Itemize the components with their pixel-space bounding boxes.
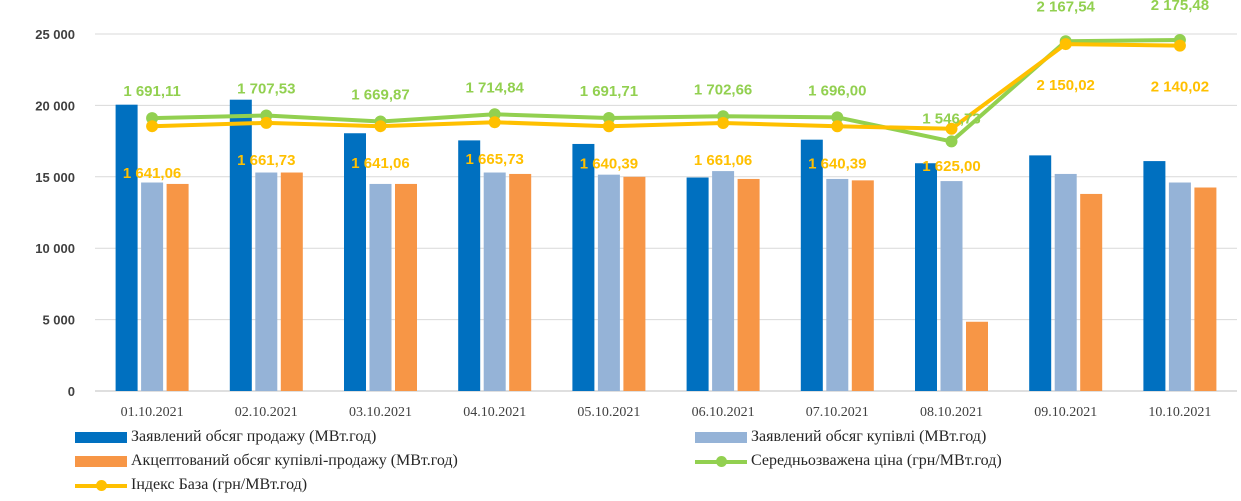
bar [115, 104, 138, 391]
legend-label-weighted-price: Середньозважена ціна (грн/МВт.год) [751, 452, 1002, 469]
legend-swatch-weighted-price [695, 455, 747, 467]
bar [344, 133, 366, 391]
index-data-label: 1 661,73 [237, 152, 295, 169]
index-data-label: 2 140,02 [1151, 79, 1209, 96]
line-point [831, 111, 844, 124]
chart-plot: 0 5 000 10 000 15 000 20 000 25 000 01.10.2021… [35, 0, 1237, 420]
line-point [945, 122, 958, 135]
legend-label-accepted-volume: Акцептований обсяг купівлі-продажу (МВт.… [131, 452, 458, 469]
legend-swatch-sales-volume [75, 431, 127, 443]
x-tick-label: 04.10.2021 [463, 405, 526, 420]
line-point [1173, 39, 1186, 52]
series-line [152, 37, 1180, 144]
bar [1054, 173, 1077, 391]
bar [940, 181, 963, 391]
line-point [945, 135, 958, 148]
bar [597, 174, 620, 391]
index-data-label: 1 640,39 [808, 155, 866, 172]
line-point [602, 112, 615, 125]
bar [255, 172, 278, 391]
legend-item-accepted-volume: Акцептований обсяг купівлі-продажу (МВт.… [75, 452, 458, 470]
legend-swatch-accepted-volume [75, 455, 127, 467]
price-data-label: 1 546,73 [922, 110, 980, 127]
y-tick-label: 0 [68, 384, 75, 399]
price-data-label: 2 175,48 [1151, 0, 1209, 14]
legend-swatch-base-index [75, 479, 127, 491]
bar [141, 182, 164, 391]
bar [1080, 193, 1103, 391]
bar [966, 321, 988, 391]
line-point [488, 116, 501, 129]
bar [166, 183, 189, 391]
bar [851, 180, 874, 391]
price-data-label: 1 691,11 [123, 83, 181, 100]
line-point [1059, 38, 1072, 51]
legend-item-sales-volume: Заявлений обсяг продажу (МВт.год) [75, 428, 376, 446]
bar [395, 183, 417, 391]
legend-label-sales-volume: Заявлений обсяг продажу (МВт.год) [131, 428, 377, 445]
price-data-label: 1 691,71 [580, 83, 638, 100]
bar [800, 139, 823, 391]
legend-label-purchase-volume: Заявлений обсяг купівлі (МВт.год) [751, 428, 987, 445]
price-data-label: 2 167,54 [1037, 0, 1096, 15]
line-point [260, 116, 273, 129]
x-tick-label: 03.10.2021 [349, 405, 412, 420]
index-data-label: 1 661,06 [694, 152, 752, 169]
index-data-label: 1 665,73 [466, 151, 524, 168]
legend-item-base-index: Індекс База (грн/МВт.год) [75, 476, 307, 494]
price-data-label: 1 669,87 [351, 87, 409, 104]
bar [686, 177, 709, 391]
y-tick-label: 20 000 [35, 98, 75, 113]
legend-swatch-purchase-volume [695, 431, 747, 443]
bar [369, 183, 392, 391]
bar [458, 140, 481, 391]
series-line [152, 42, 1180, 131]
bar [1194, 187, 1217, 391]
price-data-label: 1 707,53 [237, 80, 295, 97]
bar [509, 173, 532, 391]
bar [572, 143, 595, 391]
y-tick-label: 10 000 [35, 241, 75, 256]
bar [737, 178, 760, 391]
bar [623, 176, 646, 391]
bar [1143, 161, 1166, 391]
x-tick-label: 06.10.2021 [692, 405, 755, 420]
bar [826, 178, 849, 391]
bar [915, 163, 937, 391]
x-tick-label: 09.10.2021 [1034, 405, 1097, 420]
bar [229, 99, 252, 392]
index-data-label: 1 641,06 [123, 165, 181, 182]
x-tick-label: 02.10.2021 [235, 405, 298, 420]
legend-label-base-index: Індекс База (грн/МВт.год) [131, 476, 308, 493]
legend-item-purchase-volume: Заявлений обсяг купівлі (МВт.год) [695, 428, 986, 446]
x-tick-label: 10.10.2021 [1148, 405, 1211, 420]
legend-item-weighted-price: Середньозважена ціна (грн/МВт.год) [695, 452, 1002, 470]
price-data-label: 1 714,84 [466, 79, 525, 96]
price-data-label: 1 696,00 [808, 82, 866, 99]
line-point [717, 116, 730, 129]
x-tick-label: 05.10.2021 [577, 405, 640, 420]
x-tick-label: 08.10.2021 [920, 405, 983, 420]
line-point [146, 120, 159, 133]
bar [1029, 155, 1052, 391]
line-point [374, 120, 387, 133]
line-point [602, 120, 615, 133]
y-tick-label: 25 000 [35, 27, 75, 42]
x-tick-label: 07.10.2021 [806, 405, 869, 420]
index-data-label: 1 625,00 [922, 158, 980, 175]
y-tick-label: 5 000 [42, 313, 75, 328]
index-data-label: 1 640,39 [580, 155, 638, 172]
index-data-label: 1 641,06 [351, 155, 409, 172]
bar [280, 172, 303, 391]
price-data-label: 1 702,66 [694, 81, 752, 98]
bar [1168, 182, 1191, 391]
index-data-label: 2 150,02 [1037, 77, 1095, 94]
bar [483, 172, 506, 391]
bar [712, 171, 735, 391]
x-tick-label: 01.10.2021 [121, 405, 184, 420]
chart-legend: Заявлений обсяг продажу (МВт.год) Заявле… [0, 424, 1241, 501]
y-tick-label: 15 000 [35, 170, 75, 185]
line-point [831, 120, 844, 133]
